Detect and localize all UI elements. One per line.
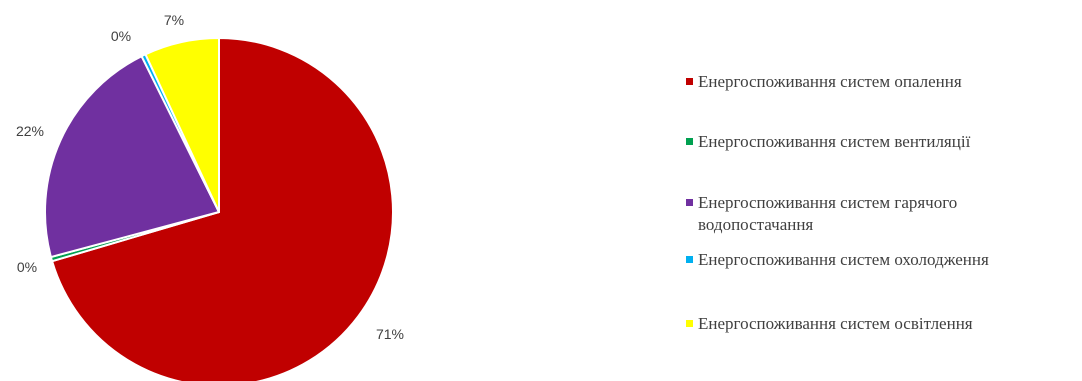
legend-swatch-lighting [686,320,693,327]
legend-label-cooling: Енергоспоживання систем охолодження [698,250,989,269]
slice-hot-water [44,55,220,259]
legend-item-ventilation: Енергоспоживання систем вентиляції [686,131,970,153]
data-label-lighting: 7% [164,12,184,28]
legend: Енергоспоживання систем опалення Енергос… [686,0,1082,381]
legend-label-heating: Енергоспоживання систем опалення [698,72,962,91]
data-label-cooling: 0% [111,28,131,44]
pie-slices [44,37,394,381]
slice-heating [51,37,394,381]
data-labels: 71% 0% 22% 0% 7% [16,12,404,342]
legend-swatch-ventilation [686,138,693,145]
legend-item-lighting: Енергоспоживання систем освітлення [686,313,973,335]
slice-lighting [144,37,220,213]
legend-label-hot-water: Енергоспоживання систем гарячого водопос… [698,193,958,234]
legend-item-hot-water: Енергоспоживання систем гарячого водопос… [686,192,1026,236]
data-label-heating: 71% [376,326,404,342]
legend-item-heating: Енергоспоживання систем опалення [686,71,962,93]
legend-swatch-cooling [686,256,693,263]
legend-item-cooling: Енергоспоживання систем охолодження [686,249,989,271]
data-label-hot-water: 22% [16,123,44,139]
legend-swatch-hot-water [686,199,693,206]
legend-label-lighting: Енергоспоживання систем освітлення [698,314,973,333]
legend-swatch-heating [686,78,693,85]
legend-label-ventilation: Енергоспоживання систем вентиляції [698,132,971,151]
data-label-ventilation: 0% [17,259,37,275]
